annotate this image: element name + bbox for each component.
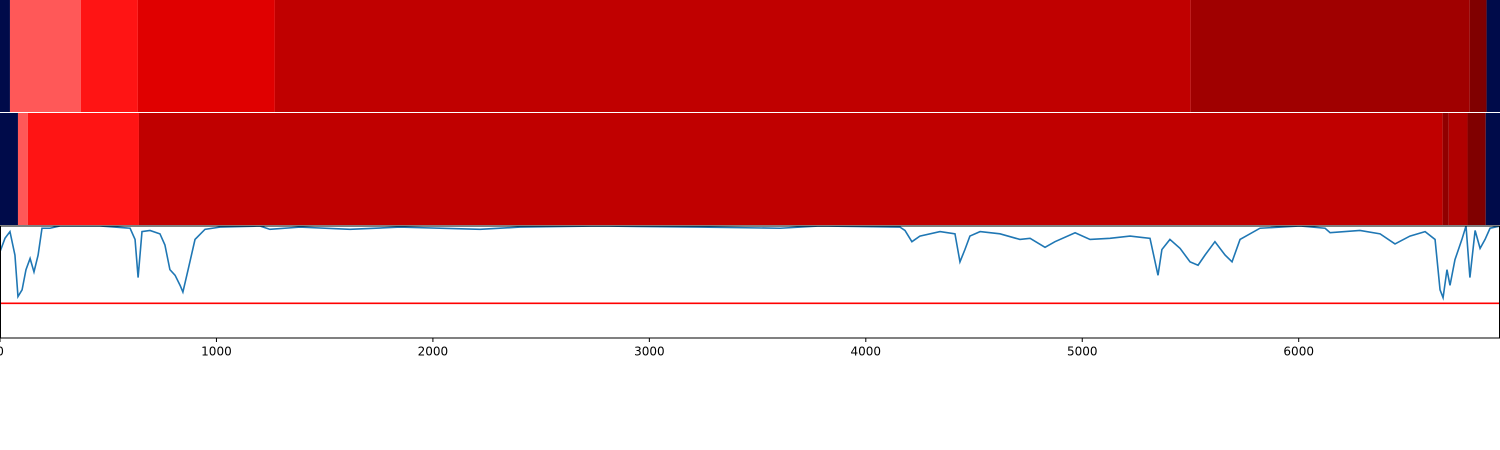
strip-segment bbox=[274, 0, 1191, 112]
x-tick-label: 6000 bbox=[1283, 345, 1314, 359]
strip-segment bbox=[0, 113, 18, 225]
x-tick-label: 4000 bbox=[851, 345, 882, 359]
data-line bbox=[0, 226, 1500, 301]
strip-segment bbox=[17, 113, 28, 225]
x-tick-label: 1000 bbox=[201, 345, 232, 359]
strip-segment bbox=[1486, 0, 1500, 112]
strip-segment bbox=[137, 0, 275, 112]
strip-segment bbox=[1448, 113, 1468, 225]
strip-segment bbox=[80, 0, 138, 112]
strip-segment bbox=[1442, 113, 1449, 225]
x-tick-label: 0 bbox=[0, 345, 4, 359]
strip-segment bbox=[138, 113, 1443, 225]
plot-frame bbox=[0, 225, 1500, 339]
strip-segment bbox=[27, 113, 139, 225]
strip-segment bbox=[0, 0, 10, 112]
strip-segment bbox=[1190, 0, 1470, 112]
strip-segment bbox=[9, 0, 81, 112]
strip-segment bbox=[1467, 113, 1486, 225]
strip-segment bbox=[1485, 113, 1500, 225]
x-tick-label: 5000 bbox=[1067, 345, 1098, 359]
x-tick-label: 2000 bbox=[418, 345, 449, 359]
x-tick-label: 3000 bbox=[634, 345, 665, 359]
strip-segment bbox=[1469, 0, 1487, 112]
